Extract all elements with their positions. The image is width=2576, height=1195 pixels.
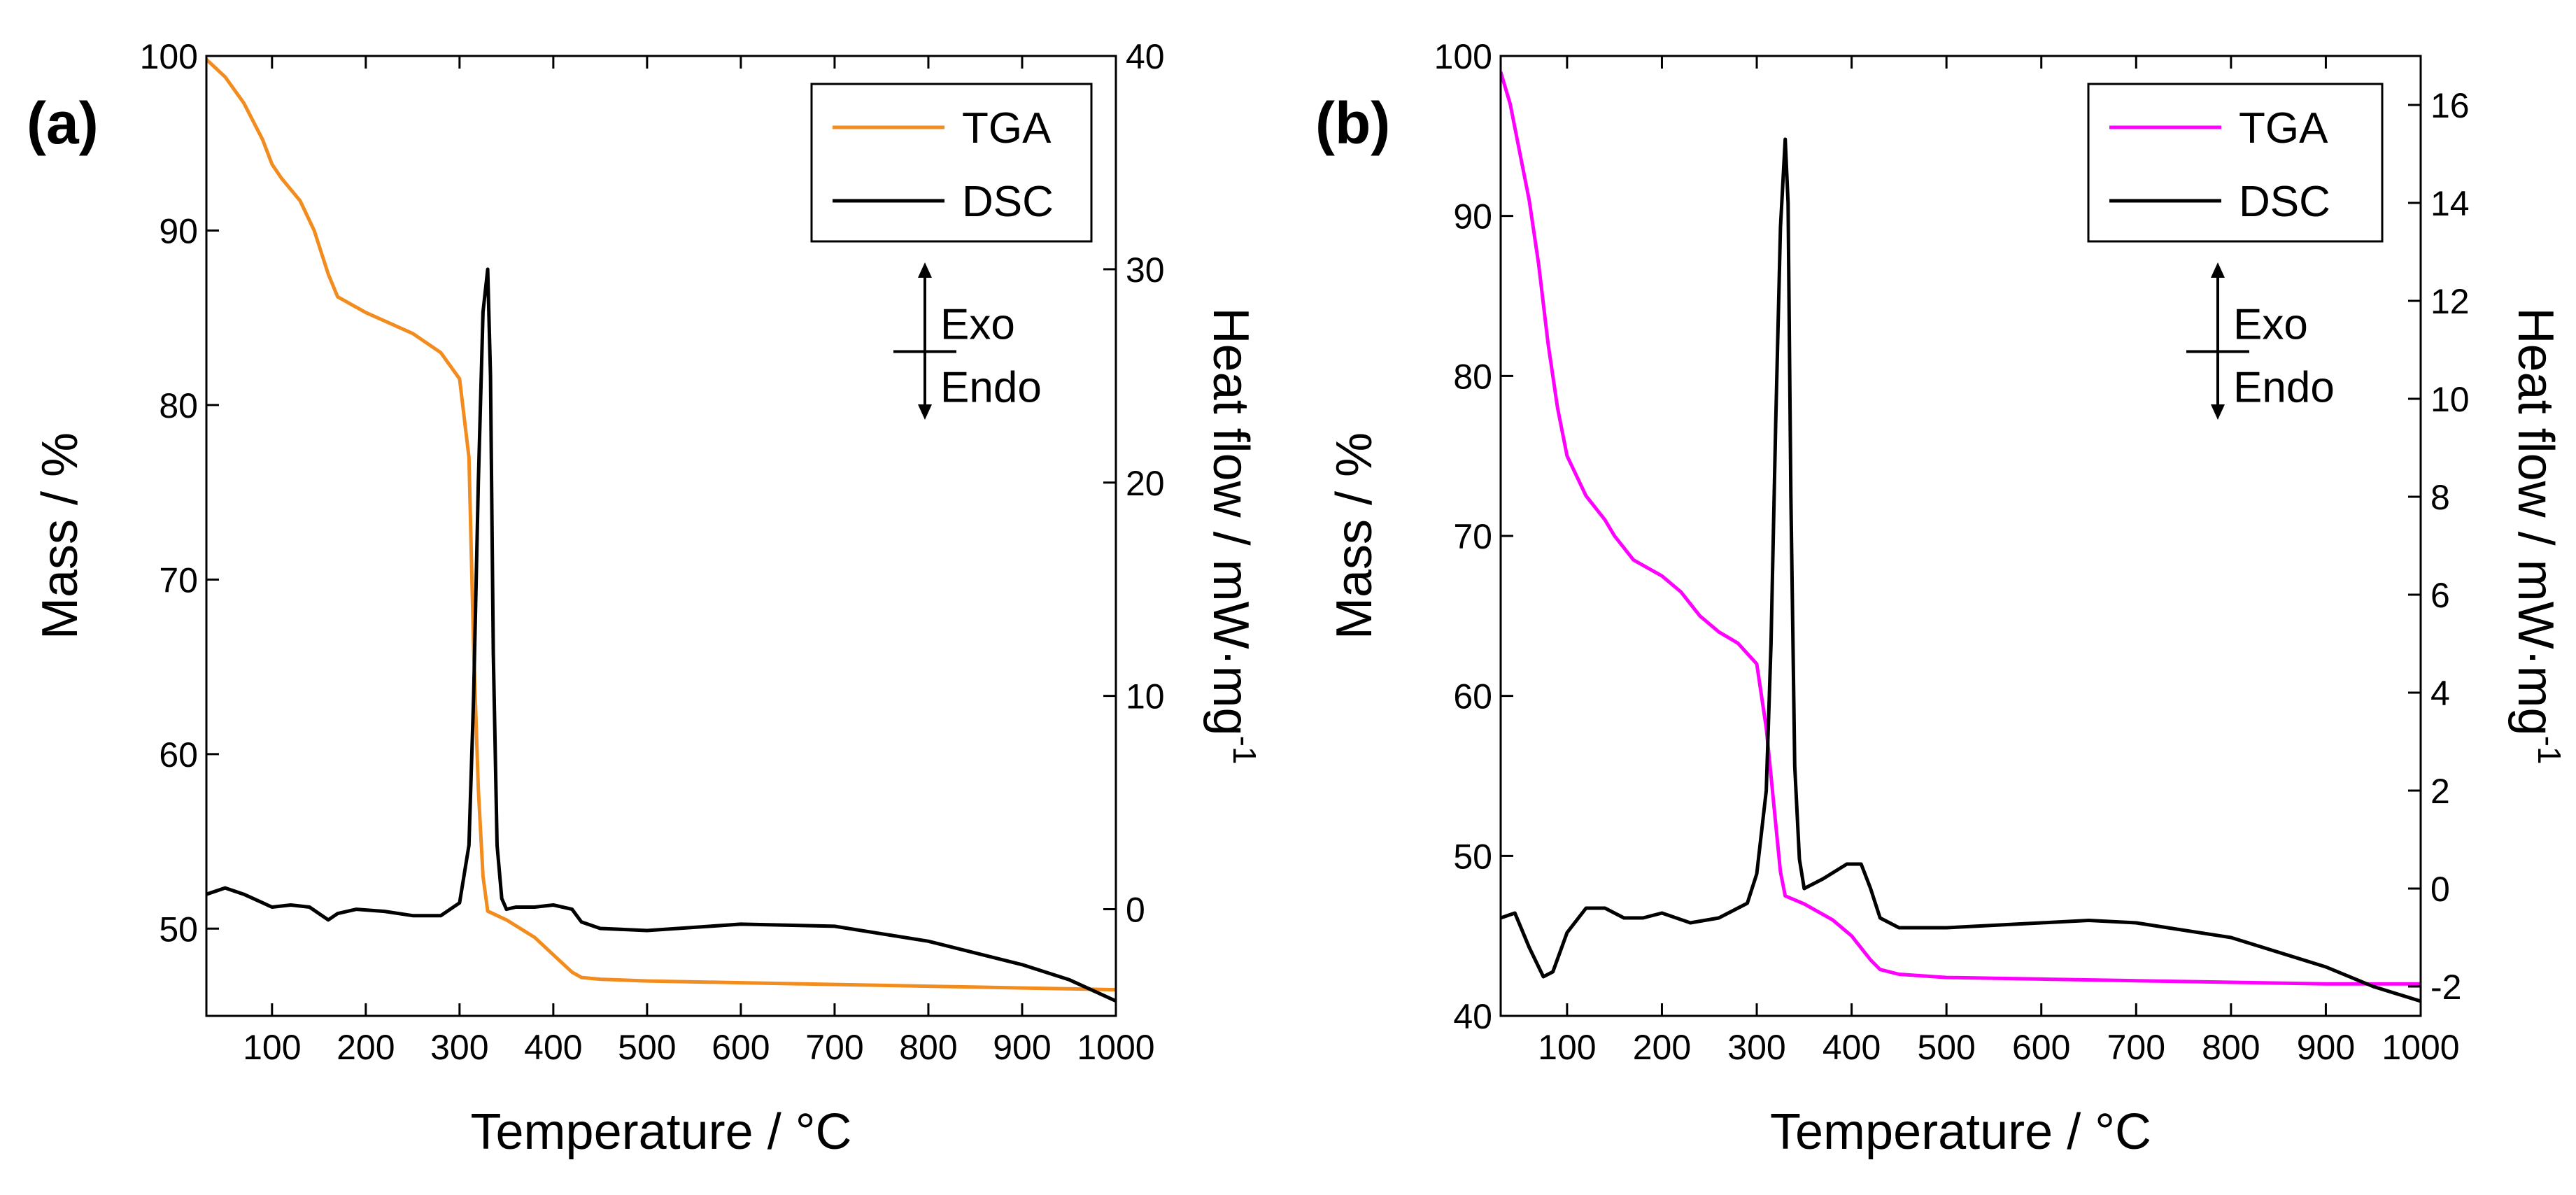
tga-curve [206,58,1116,992]
y-right-tick-label: 4 [2430,674,2450,713]
legend-box [810,83,1093,243]
x-tick-label: 600 [2012,1028,2070,1067]
y-right-tick-label: 30 [1126,250,1165,290]
arrow-up-icon [918,262,932,278]
y-right-tick-label: 0 [1126,891,1145,930]
x-tick-label: 1000 [1077,1028,1154,1067]
x-tick-label: 500 [1917,1028,1975,1067]
y-left-tick-label: 70 [159,560,198,600]
x-tick-label: 900 [2297,1028,2355,1067]
y-right-axis-title-sup: -1 [1226,736,1263,765]
y-left-axis-title: Mass / % [32,432,88,639]
panel-label: (b) [1315,90,1390,156]
dsc-curve [1501,137,2421,1003]
y-left-tick-label: 50 [1453,837,1492,876]
legend: TGA DSC [2087,83,2384,243]
exo-label: Exo [940,301,1015,349]
y-right-tick-label: 8 [2430,478,2450,517]
legend-label-dsc: DSC [2239,178,2330,226]
y-left-tick-label: 70 [1453,517,1492,556]
y-right-tick-label: 6 [2430,576,2450,615]
series-group [1501,71,2421,1003]
y-left-tick-label: 80 [159,386,198,425]
x-tick-label: 200 [1633,1028,1691,1067]
x-tick-label: 800 [899,1028,957,1067]
exo-endo-annotation: Exo Endo [2186,262,2335,420]
chart-panel-2: 100 200 300 400 500 600 700 800 900 1000405060708… [1315,37,2568,1160]
x-tick-label: 700 [805,1028,863,1067]
x-tick-label: 800 [2202,1028,2260,1067]
x-tick-label: 100 [1538,1028,1596,1067]
dsc-curve [206,267,1116,1003]
y-right-axis-title: Heat flow / mW·mg-1 [2507,308,2568,765]
y-left-tick-label: 60 [1453,677,1492,716]
exo-endo-annotation: Exo Endo [893,262,1042,420]
y-right-tick-label: 14 [2430,184,2470,223]
y-right-axis-title: Heat flow / mW·mg-1 [1203,308,1263,765]
x-tick-label: 100 [243,1028,301,1067]
y-left-tick-label: 80 [1453,357,1492,396]
y-left-tick-label: 40 [1453,997,1492,1036]
chart-panel-1: 100 200 300 400 500 600 700 800 900 1000506070809… [27,37,1263,1160]
legend-label-tga: TGA [2239,104,2328,153]
x-tick-label: 300 [1727,1028,1785,1067]
x-tick-label: 400 [524,1028,582,1067]
y-right-tick-label: 20 [1126,464,1165,503]
x-tick-label: 300 [430,1028,488,1067]
y-right-tick-label: 2 [2430,772,2450,811]
y-right-axis-title-main: Heat flow / mW·mg [2507,308,2563,736]
plot-frame [205,55,1117,1017]
y-left-tick-label: 100 [1434,37,1492,76]
tga-curve [1501,71,2421,986]
y-left-tick-label: 90 [159,211,198,250]
legend-box [2087,83,2384,243]
legend-label-dsc: DSC [962,178,1054,226]
legend: TGA DSC [810,83,1093,243]
panel-label: (a) [27,90,99,156]
y-right-axis-title-main: Heat flow / mW·mg [1203,308,1259,736]
y-right-tick-label: 12 [2430,282,2470,321]
x-tick-label: 200 [337,1028,395,1067]
y-left-tick-label: 100 [140,37,198,76]
endo-label: Endo [2233,364,2335,412]
y-right-tick-label: 10 [2430,380,2470,419]
y-right-axis-title-sup: -1 [2531,736,2568,765]
x-axis-title: Temperature / °C [1770,1104,2151,1160]
endo-label: Endo [940,364,1042,412]
x-tick-label: 400 [1823,1028,1881,1067]
exo-label: Exo [2233,301,2308,349]
x-tick-label: 700 [2107,1028,2165,1067]
y-right-tick-label: -2 [2430,968,2461,1007]
y-right-tick-label: 16 [2430,86,2470,125]
arrow-up-icon [2211,262,2225,278]
y-right-tick-label: 0 [2430,870,2450,909]
y-right-tick-label: 10 [1126,677,1165,716]
series-group [206,58,1116,1003]
x-axis-title: Temperature / °C [471,1104,852,1160]
y-left-axis-title: Mass / % [1326,432,1382,639]
y-left-tick-label: 50 [159,910,198,949]
y-right-tick-label: 40 [1126,37,1165,76]
x-tick-label: 600 [712,1028,770,1067]
x-tick-label: 900 [993,1028,1051,1067]
arrow-down-icon [2211,404,2225,420]
arrow-down-icon [918,404,932,420]
x-tick-label: 1000 [2382,1028,2459,1067]
y-left-tick-label: 90 [1453,197,1492,236]
y-left-tick-label: 60 [159,735,198,775]
x-tick-label: 500 [618,1028,676,1067]
legend-label-tga: TGA [962,104,1052,153]
